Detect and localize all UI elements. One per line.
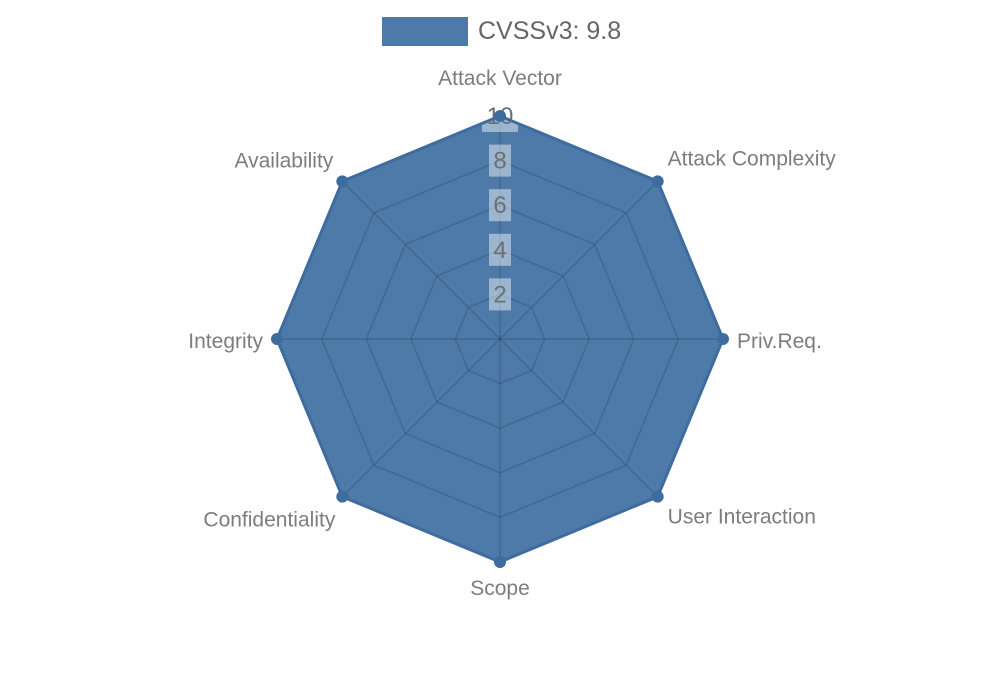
tick-label-box	[489, 144, 511, 177]
legend-label: CVSSv3: 9.8	[478, 17, 622, 45]
data-point-marker	[494, 110, 506, 122]
grid-ring	[409, 248, 591, 430]
data-point-marker	[651, 490, 664, 503]
legend-swatch	[382, 17, 468, 46]
legend-item[interactable]: CVSSv3: 9.8	[382, 17, 621, 46]
grid-spoke	[499, 180, 659, 340]
tick-label: 2	[493, 281, 506, 308]
axis-label: Priv.Req.	[737, 330, 822, 353]
tick-label-box	[489, 233, 511, 266]
axis-label: Availability	[234, 149, 333, 172]
tick-label-box	[489, 278, 511, 311]
data-point-marker	[494, 556, 506, 568]
axis-label: Attack Complexity	[668, 147, 837, 170]
grid-ring	[320, 159, 680, 519]
tick-label: 6	[493, 192, 506, 219]
grid-ring	[454, 293, 546, 385]
data-point-marker	[336, 175, 349, 188]
grid-spoke	[341, 338, 501, 498]
axis-label: Attack Vector	[438, 67, 562, 90]
grid-spoke	[499, 338, 659, 498]
tick-label: 8	[493, 148, 506, 175]
tick-label-box	[489, 189, 511, 222]
tick-label: 4	[493, 237, 506, 264]
axis-label: Confidentiality	[203, 509, 335, 532]
axis-label: Integrity	[188, 330, 263, 353]
data-point-marker	[717, 333, 729, 345]
grid-spoke	[341, 180, 501, 340]
data-point-marker	[651, 175, 664, 188]
data-polygon-fill	[277, 116, 723, 562]
data-point-marker	[336, 490, 349, 503]
axis-label: User Interaction	[668, 506, 816, 529]
grid-ring	[365, 204, 635, 474]
axis-label: Scope	[470, 577, 530, 600]
data-point-marker	[271, 333, 283, 345]
